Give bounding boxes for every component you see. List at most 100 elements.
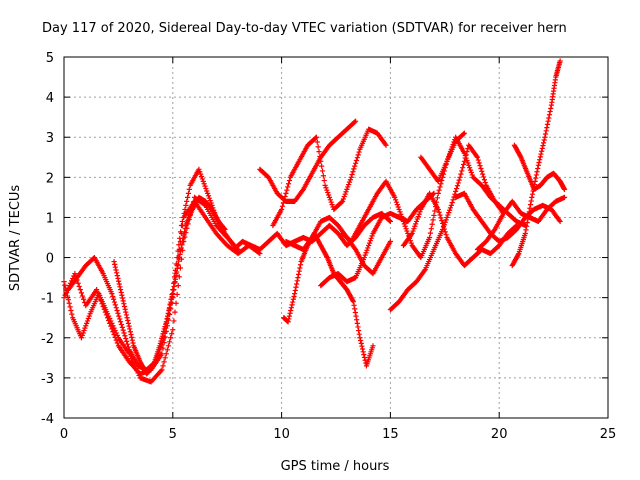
data-point: [149, 364, 156, 370]
data-point: [363, 250, 369, 256]
data-point: [285, 184, 291, 190]
data-point: [435, 190, 441, 196]
data-point: [458, 171, 464, 177]
data-point: [183, 202, 189, 209]
data-point: [208, 200, 214, 206]
data-point: [361, 254, 367, 261]
data-point: [339, 199, 345, 205]
data-point: [350, 299, 357, 305]
data-point: [342, 191, 348, 197]
data-point: [362, 252, 368, 258]
data-point: [318, 158, 324, 164]
data-point: [354, 320, 360, 326]
data-point: [348, 174, 354, 180]
data-point: [548, 105, 554, 111]
series-sat-q: [511, 142, 568, 192]
data-point: [160, 363, 166, 369]
data-point: [205, 190, 211, 196]
data-point: [341, 193, 347, 200]
data-point: [325, 189, 331, 196]
data-point: [529, 194, 535, 200]
series-sat-f: [257, 118, 359, 204]
data-point: [176, 254, 182, 261]
data-point: [125, 344, 132, 350]
data-point: [157, 343, 163, 349]
data-point: [179, 238, 186, 245]
data-point: [320, 173, 326, 179]
data-point: [440, 223, 447, 229]
data-point: [387, 218, 393, 225]
data-point: [366, 240, 373, 246]
data-point: [206, 195, 212, 201]
data-point: [315, 144, 321, 150]
data-point: [326, 192, 332, 198]
y-tick-label: -4: [41, 412, 54, 427]
data-point: [82, 325, 88, 331]
data-point: [163, 321, 169, 327]
data-point: [75, 280, 81, 286]
data-point: [114, 307, 120, 314]
data-point: [116, 281, 122, 287]
data-point: [111, 296, 117, 302]
data-point: [412, 223, 418, 229]
data-point: [181, 229, 188, 235]
data-point: [203, 185, 209, 192]
series-sat-g: [270, 126, 389, 229]
data-point: [313, 134, 320, 140]
data-point: [524, 223, 530, 229]
data-point: [444, 158, 450, 164]
data-point: [468, 169, 474, 176]
data-point: [290, 299, 296, 305]
data-point: [353, 313, 359, 319]
data-point: [79, 332, 85, 338]
y-tick-label: 4: [46, 91, 54, 106]
data-point: [121, 330, 127, 336]
data-point: [324, 187, 330, 193]
data-point: [312, 135, 319, 141]
data-point: [85, 315, 91, 322]
data-point: [72, 271, 78, 277]
data-point: [77, 287, 83, 293]
data-point: [466, 162, 472, 168]
y-tick-label: 2: [46, 171, 54, 186]
data-point: [160, 331, 166, 337]
data-point: [460, 131, 467, 137]
data-point: [464, 157, 470, 164]
data-point: [537, 154, 543, 160]
data-point: [202, 183, 208, 189]
data-point: [469, 172, 475, 178]
data-point: [78, 290, 85, 296]
data-point: [122, 306, 128, 312]
data-point: [404, 228, 410, 234]
data-point: [161, 328, 167, 334]
data-point: [350, 169, 356, 175]
data-point: [531, 185, 537, 191]
data-point: [546, 115, 552, 121]
series-sat-e: [231, 210, 393, 253]
data-point: [434, 195, 441, 201]
data-point: [481, 177, 488, 183]
data-point: [445, 212, 451, 218]
data-point: [482, 179, 488, 186]
data-point: [544, 121, 551, 127]
data-point: [446, 151, 453, 157]
data-point: [172, 276, 179, 282]
data-point: [463, 155, 469, 161]
data-point: [164, 347, 170, 353]
data-point: [69, 311, 75, 317]
data-point: [357, 335, 363, 341]
data-point: [111, 299, 118, 305]
data-point: [539, 148, 545, 154]
data-point: [364, 247, 370, 253]
data-point: [126, 323, 132, 329]
data-point: [291, 293, 297, 300]
data-point: [173, 300, 179, 306]
data-point: [162, 355, 168, 361]
data-point: [163, 319, 169, 325]
data-point: [467, 165, 473, 171]
y-tick-label: -1: [41, 292, 54, 307]
data-point: [167, 302, 173, 308]
data-point: [178, 245, 184, 251]
data-point: [459, 168, 465, 174]
